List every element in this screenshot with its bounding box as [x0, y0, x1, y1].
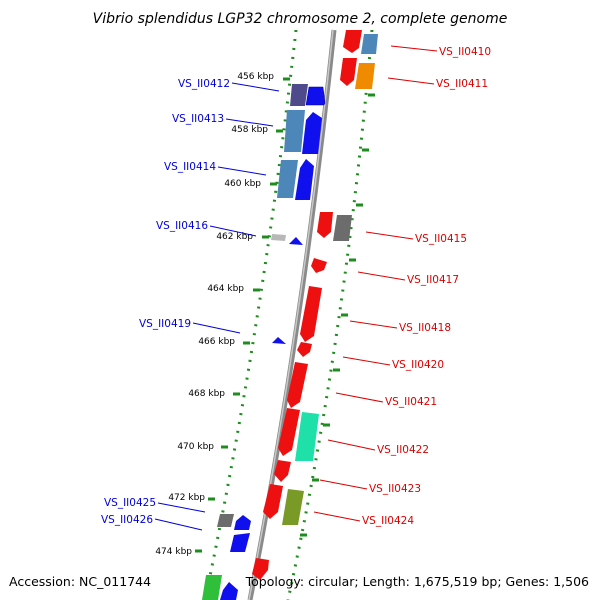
gene-arrow[interactable]: [272, 337, 286, 344]
gene-label-VS_II0421[interactable]: VS_II0421: [385, 396, 437, 408]
gene-arrow[interactable]: [252, 558, 269, 580]
gene-arrow[interactable]: [343, 30, 362, 53]
gene-block[interactable]: [202, 575, 222, 600]
topology-text: Topology: circular; Length: 1,675,519 bp…: [245, 574, 589, 589]
gene-label-VS_II0418[interactable]: VS_II0418: [399, 322, 451, 334]
gene-arrow[interactable]: [311, 258, 327, 273]
gene-arrow[interactable]: [274, 460, 291, 482]
accession-text: Accession: NC_011744: [9, 574, 151, 589]
gene-label-VS_II0422[interactable]: VS_II0422: [377, 444, 429, 456]
gene-block[interactable]: [333, 215, 352, 241]
kbp-label-460: 460 kbp: [224, 179, 261, 189]
forward-gene-features: [202, 84, 326, 600]
backbone-highlight: [248, 29, 334, 600]
kbp-label-472: 472 kbp: [168, 493, 205, 503]
kbp-label-462: 462 kbp: [216, 232, 253, 242]
kbp-label-474: 474 kbp: [155, 547, 192, 557]
gene-label-VS_II0417[interactable]: VS_II0417: [407, 274, 459, 286]
gene-label-VS_II0413[interactable]: VS_II0413: [172, 113, 224, 125]
gene-label-VS_II0416[interactable]: VS_II0416: [156, 220, 208, 232]
reverse-gene-features: [252, 30, 378, 580]
gene-block[interactable]: [277, 160, 298, 198]
gene-arrow[interactable]: [278, 408, 300, 456]
gene-block[interactable]: [361, 34, 378, 54]
gene-arrow[interactable]: [289, 237, 303, 245]
gene-arrow[interactable]: [317, 212, 333, 238]
gene-block[interactable]: [271, 234, 286, 241]
reverse-leader-lines: [313, 45, 438, 522]
gene-label-VS_II0415[interactable]: VS_II0415: [415, 233, 467, 245]
gene-block[interactable]: [282, 489, 304, 525]
gene-block[interactable]: [290, 84, 308, 106]
gene-label-VS_II0410[interactable]: VS_II0410: [439, 46, 491, 58]
kbp-label-456: 456 kbp: [237, 72, 274, 82]
gene-label-VS_II0423[interactable]: VS_II0423: [369, 483, 421, 495]
kbp-label-468: 468 kbp: [188, 389, 225, 399]
gene-block[interactable]: [217, 514, 234, 527]
gene-block[interactable]: [295, 412, 319, 461]
kbp-label-458: 458 kbp: [231, 125, 268, 135]
kbp-label-470: 470 kbp: [177, 442, 214, 452]
gene-arrow[interactable]: [263, 484, 283, 519]
gene-arrow[interactable]: [340, 58, 357, 86]
gene-block[interactable]: [355, 63, 375, 89]
gene-arrow[interactable]: [302, 112, 322, 154]
gene-label-VS_II0412[interactable]: VS_II0412: [178, 78, 230, 90]
gene-arrow[interactable]: [220, 582, 238, 600]
kbp-label-464: 464 kbp: [207, 284, 244, 294]
gene-arrow[interactable]: [297, 342, 312, 357]
map-title: Vibrio splendidus LGP32 chromosome 2, co…: [93, 11, 508, 27]
gene-arrow[interactable]: [295, 159, 314, 200]
gene-label-VS_II0419[interactable]: VS_II0419: [139, 318, 191, 330]
gene-label-VS_II0426[interactable]: VS_II0426: [101, 514, 153, 526]
forward-leader-lines: [154, 82, 280, 531]
gene-block[interactable]: [284, 110, 305, 152]
gene-arrow[interactable]: [300, 286, 322, 342]
gene-arrow[interactable]: [305, 86, 326, 106]
gene-label-VS_II0420[interactable]: VS_II0420: [392, 359, 444, 371]
gene-arrow[interactable]: [287, 362, 308, 408]
ruler-ticks: [195, 77, 375, 553]
kbp-label-466: 466 kbp: [198, 337, 235, 347]
gene-label-VS_II0411[interactable]: VS_II0411: [436, 78, 488, 90]
gene-label-VS_II0414[interactable]: VS_II0414: [164, 161, 216, 173]
chromosome-backbone: [247, 29, 337, 600]
gene-label-VS_II0425[interactable]: VS_II0425: [104, 497, 156, 509]
gene-arrow[interactable]: [234, 515, 251, 530]
gene-arrow[interactable]: [230, 533, 250, 552]
gene-label-VS_II0424[interactable]: VS_II0424: [362, 515, 414, 527]
